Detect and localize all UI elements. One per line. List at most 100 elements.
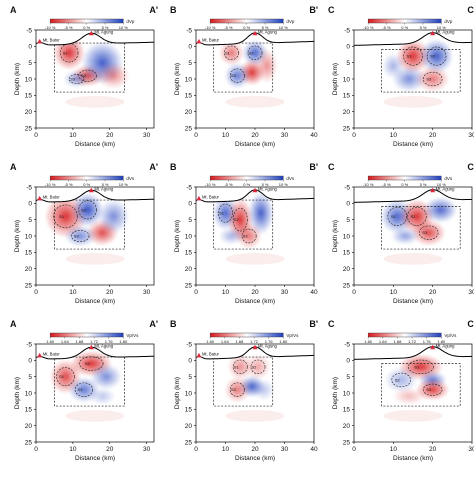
y-tick-label: -5 (344, 184, 350, 191)
y-tick-label: 25 (25, 125, 33, 132)
x-tick-label: 30 (281, 132, 289, 139)
colorbar (49, 332, 124, 338)
profile-start-label: C (328, 5, 335, 15)
volcano-marker (37, 38, 43, 44)
tomogram-field: S1 S2 S3 (354, 30, 472, 108)
x-tick-label: 0 (194, 132, 198, 139)
x-tick-label: 0 (194, 446, 198, 453)
x-axis-title: Distance (km) (393, 455, 433, 462)
y-tick-label: 25 (185, 439, 193, 446)
anomaly-0 (396, 39, 430, 74)
colorbar (209, 18, 284, 24)
x-axis-title: Distance (km) (235, 298, 275, 305)
profile-start-label: B (170, 319, 177, 329)
anomaly-4 (97, 62, 129, 89)
zone-outline-1 (247, 45, 263, 61)
y-tick-label: 20 (185, 266, 193, 273)
profile-end-label: B' (309, 319, 318, 329)
y-tick-label: 5 (28, 60, 32, 67)
air-mask (354, 30, 472, 46)
zone-outline-2 (241, 228, 257, 244)
y-axis-title: Depth (km) (174, 220, 181, 252)
y-tick-label: 25 (185, 282, 193, 289)
anomaly-3 (63, 70, 90, 88)
volcano-label: Mt. Agung (258, 186, 278, 191)
y-tick-label: 20 (343, 266, 351, 273)
x-tick-label: 40 (310, 289, 318, 296)
colorbar-tick-label: 1.60 (46, 339, 55, 344)
colorbar-label: Vp/Vs (126, 333, 139, 338)
anomaly-4 (97, 199, 129, 234)
colorbar-tick-label: 10 % (437, 182, 447, 187)
y-tick-label: 0 (188, 44, 192, 51)
x-axis-title: Distance (km) (393, 141, 433, 148)
tomogram-field: S1 S2 S3 (36, 30, 154, 108)
y-axis-title: Depth (km) (14, 63, 21, 95)
y-tick-label: 10 (343, 233, 351, 240)
colorbar-tick-label: 0 % (401, 25, 408, 30)
volcano-label: Mt. Agung (436, 343, 456, 348)
colorbar-tick-label: 1.72 (250, 339, 259, 344)
colorbar-tick-label: 1.72 (408, 339, 417, 344)
volcano-marker (430, 187, 436, 193)
y-tick-label: -5 (26, 184, 32, 191)
zone-outline-1 (250, 359, 266, 375)
colorbar-tick-label: 1.68 (76, 339, 85, 344)
volcano-marker (88, 187, 94, 193)
x-tick-label: 20 (251, 289, 259, 296)
y-tick-label: 15 (343, 407, 351, 414)
zone-outline-1 (407, 206, 427, 226)
y-tick-label: 0 (346, 201, 350, 208)
y-tick-label: 5 (28, 217, 32, 224)
y-tick-label: 0 (188, 201, 192, 208)
x-tick-label: 30 (468, 446, 474, 453)
x-tick-label: 40 (310, 446, 318, 453)
colorbar-tick-label: -5 % (64, 182, 73, 187)
x-tick-label: 0 (34, 446, 38, 453)
y-tick-label: 5 (188, 374, 192, 381)
y-tick-label: 20 (343, 109, 351, 116)
panel-2-0: S1 S2 S3 0 10 20 30 -5 0 5 10 15 20 25 Distance (km) De… (10, 319, 158, 462)
profile-start-label: A (10, 5, 17, 15)
x-axis-title: Distance (km) (393, 298, 433, 305)
topography-line (36, 32, 154, 46)
x-tick-label: 10 (222, 132, 230, 139)
y-tick-label: 0 (188, 358, 192, 365)
y-axis-title: Depth (km) (174, 377, 181, 409)
zone-label: S3 (243, 234, 249, 239)
zone-outline-1 (391, 372, 411, 388)
y-tick-label: 15 (343, 250, 351, 257)
zone-label: S3 (74, 234, 80, 239)
x-tick-label: 30 (468, 289, 474, 296)
colorbar-tick-label: 1.64 (61, 339, 70, 344)
volcano-marker (252, 344, 258, 350)
volcano-label: Mt. Batur (43, 351, 61, 356)
colorbar (49, 175, 124, 181)
zone-label: S2 (251, 364, 257, 369)
air-mask (36, 30, 154, 45)
x-tick-label: 10 (390, 289, 398, 296)
faint-anomaly (383, 252, 443, 265)
y-tick-label: 20 (25, 266, 33, 273)
y-tick-label: 10 (185, 390, 193, 397)
resolution-box (381, 49, 461, 93)
y-tick-label: 5 (346, 374, 350, 381)
y-tick-label: 25 (343, 125, 351, 132)
panel-0-1: S1 S2 S3 0 10 20 30 40 -5 0 5 10 15 20 25 Distance (km)… (170, 5, 318, 148)
y-tick-label: 25 (185, 125, 193, 132)
y-tick-label: 20 (25, 423, 33, 430)
colorbar (209, 175, 284, 181)
resolution-box (213, 199, 274, 250)
zone-label: S3 (77, 387, 83, 392)
y-tick-label: 15 (185, 93, 193, 100)
colorbar-label: dVs (286, 176, 295, 181)
x-axis-title: Distance (km) (75, 455, 115, 462)
panel-1-1: S1 S2 S3 0 10 20 30 40 -5 0 5 10 15 20 25 Distance (km)… (170, 162, 318, 305)
zone-label: S3 (231, 387, 237, 392)
x-tick-label: 20 (429, 446, 437, 453)
anomaly-2 (424, 197, 458, 223)
profile-start-label: C (328, 319, 335, 329)
zone-label: S3 (422, 230, 428, 235)
x-tick-label: 10 (69, 132, 77, 139)
y-tick-label: 0 (346, 358, 350, 365)
